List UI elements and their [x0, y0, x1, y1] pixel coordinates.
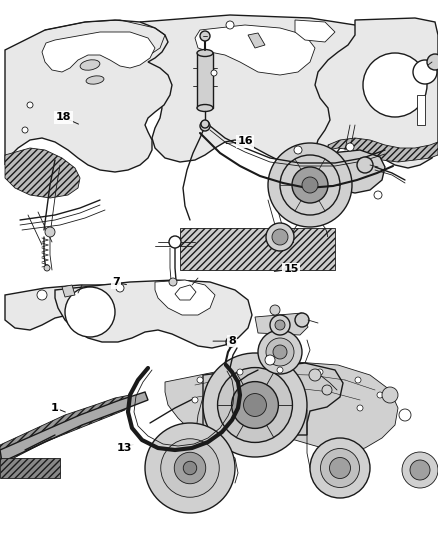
- Circle shape: [382, 387, 398, 403]
- Circle shape: [310, 438, 370, 498]
- Circle shape: [357, 157, 373, 173]
- Circle shape: [294, 146, 302, 154]
- Polygon shape: [248, 33, 265, 48]
- Circle shape: [357, 405, 363, 411]
- Circle shape: [295, 313, 309, 327]
- Circle shape: [317, 369, 323, 375]
- Polygon shape: [155, 280, 215, 315]
- Circle shape: [402, 452, 438, 488]
- Circle shape: [329, 457, 350, 479]
- Circle shape: [266, 223, 294, 251]
- Ellipse shape: [86, 76, 104, 84]
- Polygon shape: [62, 285, 75, 297]
- Circle shape: [161, 439, 219, 497]
- Circle shape: [44, 265, 50, 271]
- Polygon shape: [42, 32, 155, 72]
- Circle shape: [201, 120, 209, 128]
- Circle shape: [169, 278, 177, 286]
- Circle shape: [309, 369, 321, 381]
- Polygon shape: [292, 150, 385, 215]
- Polygon shape: [295, 20, 335, 42]
- Bar: [417, 95, 425, 125]
- Circle shape: [377, 392, 383, 398]
- Circle shape: [413, 60, 437, 84]
- Polygon shape: [140, 15, 370, 165]
- Circle shape: [268, 143, 352, 227]
- Polygon shape: [5, 20, 172, 172]
- Bar: [180, 228, 335, 270]
- Circle shape: [346, 143, 354, 151]
- Polygon shape: [195, 25, 315, 75]
- Circle shape: [280, 155, 340, 215]
- Circle shape: [292, 167, 328, 203]
- Circle shape: [203, 353, 307, 457]
- Polygon shape: [0, 395, 130, 462]
- Polygon shape: [0, 392, 148, 462]
- Circle shape: [266, 338, 294, 366]
- Polygon shape: [315, 18, 438, 168]
- Circle shape: [270, 305, 280, 315]
- Circle shape: [174, 452, 206, 484]
- Circle shape: [399, 409, 411, 421]
- Circle shape: [226, 21, 234, 29]
- Ellipse shape: [80, 60, 100, 70]
- Circle shape: [270, 315, 290, 335]
- Polygon shape: [55, 280, 252, 348]
- Ellipse shape: [197, 104, 213, 111]
- Circle shape: [277, 367, 283, 373]
- Circle shape: [169, 236, 181, 248]
- Circle shape: [197, 377, 203, 383]
- Text: 16: 16: [237, 136, 253, 146]
- Circle shape: [211, 70, 217, 76]
- Circle shape: [200, 31, 210, 41]
- Circle shape: [363, 53, 427, 117]
- Polygon shape: [5, 148, 80, 198]
- Circle shape: [275, 320, 285, 330]
- Circle shape: [265, 355, 275, 365]
- Polygon shape: [5, 285, 152, 334]
- Circle shape: [427, 54, 438, 70]
- Circle shape: [45, 227, 55, 237]
- Circle shape: [27, 102, 33, 108]
- Circle shape: [65, 287, 115, 337]
- Circle shape: [183, 461, 197, 475]
- Bar: [0, 458, 60, 478]
- Circle shape: [355, 377, 361, 383]
- Text: 7: 7: [112, 278, 120, 287]
- Circle shape: [374, 191, 382, 199]
- Polygon shape: [165, 362, 398, 452]
- Text: 18: 18: [56, 112, 71, 122]
- Circle shape: [22, 127, 28, 133]
- Circle shape: [321, 448, 360, 488]
- Polygon shape: [328, 138, 438, 162]
- Circle shape: [116, 284, 124, 292]
- Text: 15: 15: [283, 264, 299, 274]
- Circle shape: [237, 369, 243, 375]
- Circle shape: [145, 423, 235, 513]
- Circle shape: [322, 385, 332, 395]
- Bar: [197, 53, 213, 108]
- Circle shape: [410, 460, 430, 480]
- Polygon shape: [175, 285, 196, 300]
- Circle shape: [273, 345, 287, 359]
- Text: 8: 8: [228, 336, 236, 346]
- Circle shape: [218, 368, 293, 442]
- Text: 13: 13: [117, 443, 133, 453]
- Text: 1: 1: [51, 403, 59, 413]
- Circle shape: [302, 177, 318, 193]
- Circle shape: [37, 290, 47, 300]
- Circle shape: [226, 337, 236, 347]
- Circle shape: [200, 121, 210, 131]
- Polygon shape: [203, 363, 343, 435]
- Circle shape: [244, 393, 266, 416]
- Ellipse shape: [197, 50, 213, 56]
- Polygon shape: [255, 313, 308, 335]
- Circle shape: [232, 382, 279, 429]
- Circle shape: [258, 330, 302, 374]
- Circle shape: [272, 229, 288, 245]
- Circle shape: [192, 397, 198, 403]
